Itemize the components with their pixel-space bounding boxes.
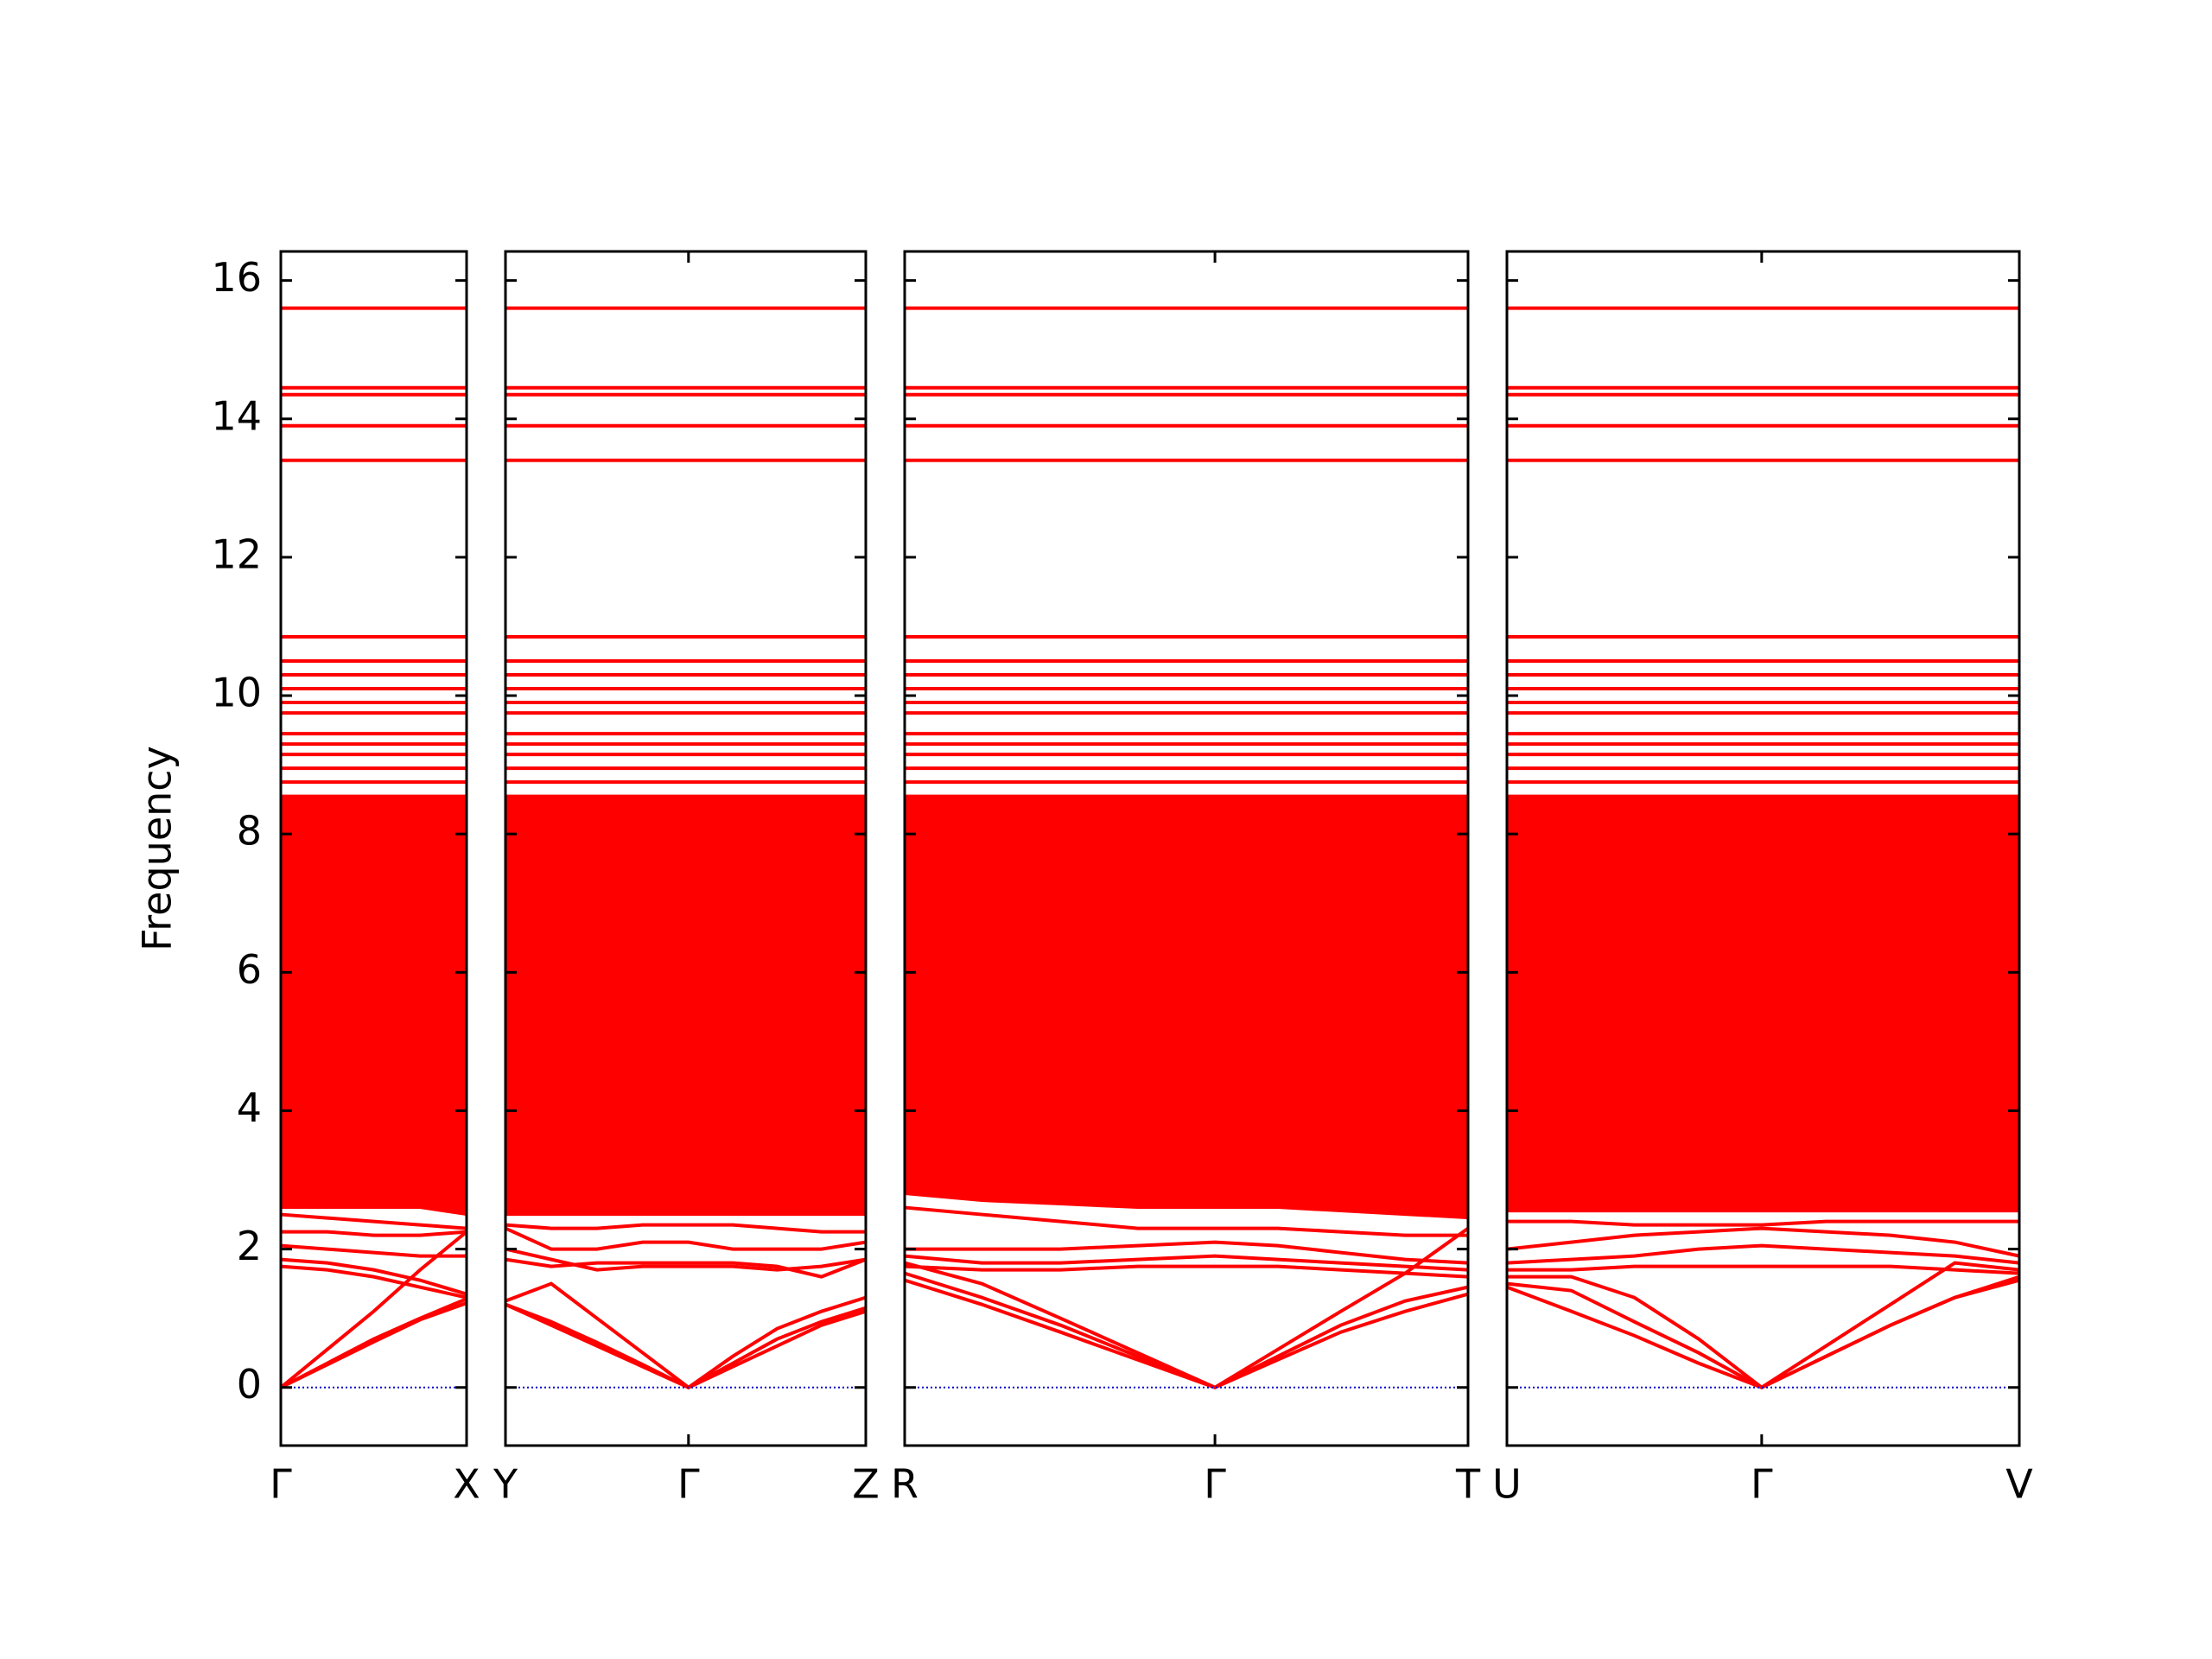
- band-line: [1507, 1261, 2020, 1390]
- x-tick-label: U: [1492, 1461, 1522, 1508]
- band-line: [1507, 1264, 2020, 1275]
- band-line: [505, 1281, 867, 1390]
- band-line: [280, 1264, 467, 1300]
- band-line: [1506, 1226, 2020, 1258]
- y-tick-label: 0: [237, 1361, 262, 1408]
- x-tick-label: Γ: [270, 1461, 292, 1508]
- band-line: [904, 1226, 1470, 1389]
- band-line: [904, 1271, 1469, 1389]
- band-line: [904, 1264, 1469, 1279]
- band-line: [280, 1243, 467, 1258]
- band-line: [905, 1240, 1469, 1265]
- y-tick-label: 14: [211, 392, 262, 439]
- x-tick-label: R: [891, 1461, 918, 1508]
- band-line: [505, 1247, 867, 1272]
- y-tick-label: 4: [237, 1084, 262, 1131]
- band-line: [281, 1230, 467, 1237]
- band-line: [904, 1254, 1469, 1272]
- band-line: [1506, 1243, 2020, 1265]
- x-tick-label: Z: [852, 1461, 880, 1508]
- x-tick-label: Γ: [1751, 1461, 1773, 1508]
- x-tick-label: Γ: [677, 1461, 700, 1508]
- band-line: [1506, 1274, 2020, 1389]
- band-line: [505, 1226, 867, 1251]
- y-tick-label: 6: [237, 946, 262, 993]
- band-line: [1507, 1219, 2019, 1227]
- y-tick-label: 8: [237, 808, 262, 855]
- panel-frame: [279, 250, 468, 1447]
- band-line: [904, 1205, 1468, 1237]
- x-tick-label: Y: [493, 1461, 518, 1508]
- y-axis-label: Frequency: [134, 746, 181, 951]
- band-line: [280, 1212, 467, 1230]
- band-line: [280, 1257, 467, 1296]
- band-line: [505, 1223, 866, 1234]
- band-fill: [1505, 794, 2021, 1213]
- y-tick-label: 12: [211, 531, 262, 577]
- x-tick-label: V: [2005, 1461, 2033, 1508]
- x-tick-label: T: [1455, 1461, 1481, 1508]
- band-fill: [279, 794, 468, 1217]
- band-line: [280, 1301, 467, 1389]
- y-tick-label: 16: [211, 254, 262, 301]
- x-tick-label: X: [453, 1461, 480, 1508]
- band-line: [505, 1295, 867, 1390]
- band-fill: [903, 794, 1470, 1220]
- band-line: [505, 1257, 867, 1279]
- y-tick-label: 10: [211, 670, 262, 716]
- panel-frame: [504, 250, 868, 1447]
- x-tick-label: Γ: [1204, 1461, 1226, 1508]
- y-tick-label: 2: [237, 1223, 262, 1269]
- band-line: [1506, 1278, 2020, 1389]
- band-line: [904, 1278, 1469, 1389]
- panel-frame: [1505, 250, 2021, 1447]
- panel-frame: [903, 250, 1470, 1447]
- band-fill: [504, 794, 868, 1217]
